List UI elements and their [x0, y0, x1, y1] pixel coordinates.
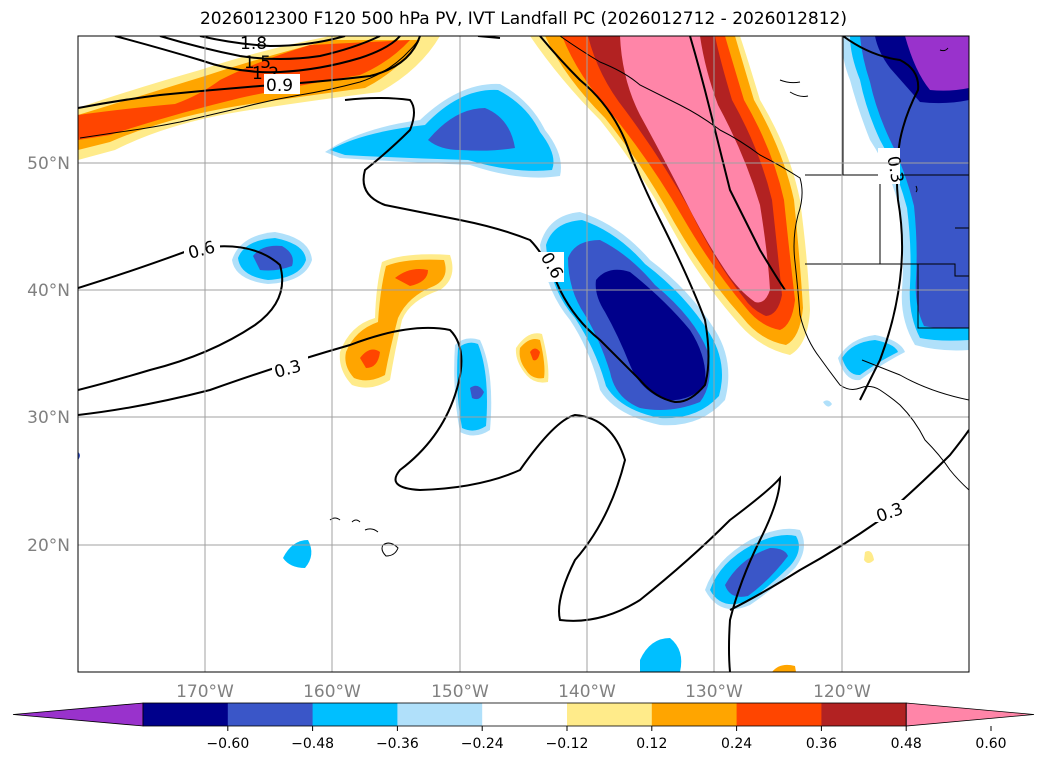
lat-label: 40°N: [27, 281, 70, 301]
contour-label: 1.8: [240, 34, 267, 54]
lon-label: 170°W: [176, 682, 234, 702]
latitude-labels: 50°N 40°N 30°N 20°N: [27, 154, 70, 556]
colorbar-segment: [567, 703, 653, 726]
map-frame: [77, 35, 970, 673]
colorbar-tick-label: 0.24: [721, 736, 752, 752]
colorbar-segment: [397, 703, 483, 726]
contour-label: 1.5: [244, 53, 271, 73]
colorbar-segment: [312, 703, 398, 726]
contour-label: 0.9: [266, 76, 293, 96]
contour-labels: 1.8 1.5 1.2 0.9 0.6 0.6 0.3 0.3 0.3: [184, 34, 910, 527]
colorbar-segment: [482, 703, 568, 726]
colorbar-tick-label: 0.60: [975, 736, 1006, 752]
colorbar-segment: [651, 703, 738, 726]
colorbar: [12, 702, 1035, 727]
colorbar-segment: [736, 703, 822, 726]
colorbar-tick-label: −0.36: [376, 736, 419, 752]
colorbar-tick-label: −0.12: [546, 736, 589, 752]
colorbar-ticks: −0.60 −0.48 −0.36 −0.24 −0.12 0.12 0.24 0.36 0.4…: [206, 726, 1007, 752]
colorbar-tick-label: −0.60: [206, 736, 249, 752]
colorbar-frame: [142, 702, 907, 727]
lon-label: 120°W: [813, 682, 871, 702]
lon-label: 150°W: [431, 682, 489, 702]
lat-label: 20°N: [27, 536, 70, 556]
colorbar-extend-high: [905, 702, 1035, 727]
lon-label: 130°W: [685, 682, 743, 702]
colorbar-segment: [143, 703, 229, 726]
colorbar-tick-label: −0.24: [461, 736, 504, 752]
gridlines: [78, 36, 969, 672]
lon-label: 160°W: [303, 682, 361, 702]
contour-label: 0.3: [883, 155, 907, 185]
lat-label: 30°N: [27, 408, 70, 428]
colorbar-tick-label: −0.48: [291, 736, 334, 752]
colorbar-segment: [821, 703, 907, 726]
coastlines: [79, 36, 969, 557]
colorbar-tick-label: 0.48: [891, 736, 922, 752]
colorbar-tick-label: 0.36: [806, 736, 837, 752]
colorbar-extend-low: [12, 702, 144, 727]
longitude-labels: 170°W 160°W 150°W 140°W 130°W 120°W: [176, 682, 871, 702]
lon-label: 140°W: [558, 682, 616, 702]
map-title: 2026012300 F120 500 hPa PV, IVT Landfall…: [199, 9, 847, 29]
lat-label: 50°N: [27, 154, 70, 174]
colorbar-tick-label: 0.12: [636, 736, 667, 752]
colorbar-segment: [227, 703, 314, 726]
